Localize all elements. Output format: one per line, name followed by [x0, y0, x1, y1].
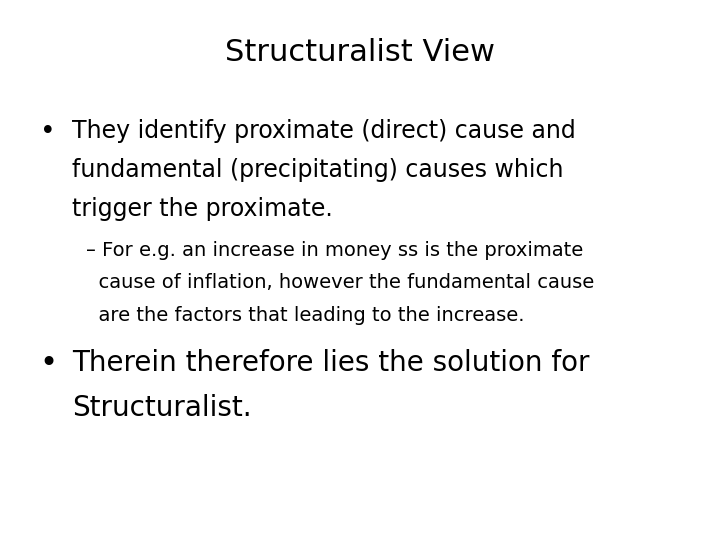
Text: fundamental (precipitating) causes which: fundamental (precipitating) causes which: [72, 158, 564, 181]
Text: – For e.g. an increase in money ss is the proximate: – For e.g. an increase in money ss is th…: [86, 241, 584, 260]
Text: trigger the proximate.: trigger the proximate.: [72, 197, 333, 220]
Text: •: •: [40, 119, 55, 145]
Text: •: •: [40, 349, 58, 378]
Text: They identify proximate (direct) cause and: They identify proximate (direct) cause a…: [72, 119, 576, 143]
Text: cause of inflation, however the fundamental cause: cause of inflation, however the fundamen…: [86, 273, 595, 292]
Text: Structuralist.: Structuralist.: [72, 394, 251, 422]
Text: Therein therefore lies the solution for: Therein therefore lies the solution for: [72, 349, 590, 377]
Text: are the factors that leading to the increase.: are the factors that leading to the incr…: [86, 306, 525, 325]
Text: Structuralist View: Structuralist View: [225, 38, 495, 67]
